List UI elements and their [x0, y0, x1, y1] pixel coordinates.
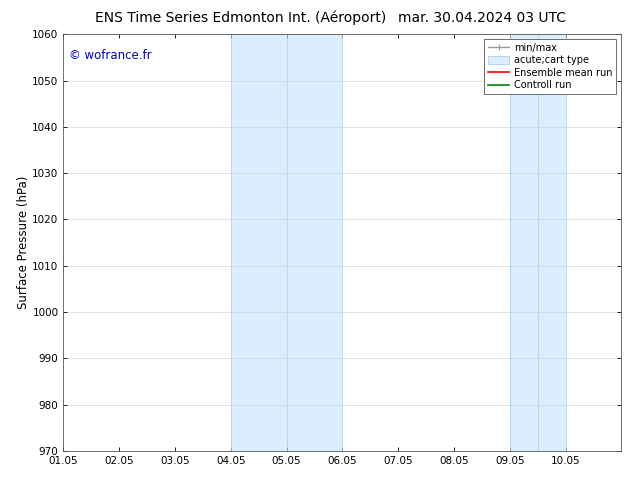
Legend: min/max, acute;cart type, Ensemble mean run, Controll run: min/max, acute;cart type, Ensemble mean …: [484, 39, 616, 94]
Text: ENS Time Series Edmonton Int. (Aéroport): ENS Time Series Edmonton Int. (Aéroport): [95, 11, 387, 25]
Text: © wofrance.fr: © wofrance.fr: [69, 49, 152, 62]
Bar: [510, 34, 566, 451]
Text: mar. 30.04.2024 03 UTC: mar. 30.04.2024 03 UTC: [398, 11, 566, 25]
Bar: [231, 34, 342, 451]
Y-axis label: Surface Pressure (hPa): Surface Pressure (hPa): [16, 176, 30, 309]
